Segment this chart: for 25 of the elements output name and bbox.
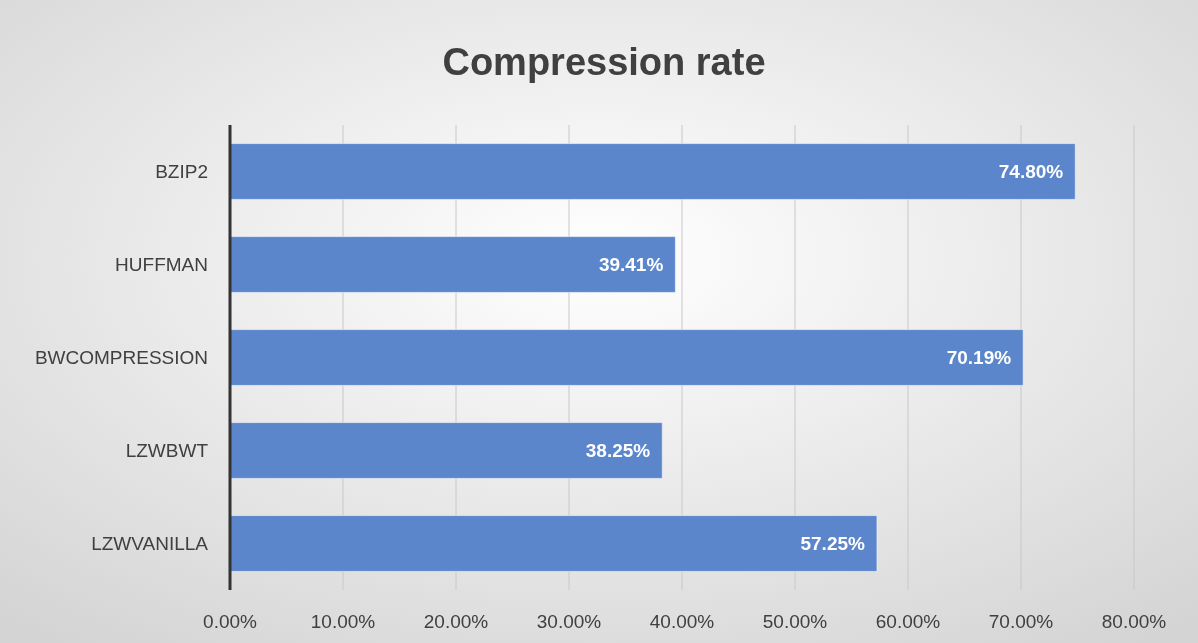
bar bbox=[229, 422, 663, 479]
x-tick-label: 20.00% bbox=[423, 611, 489, 632]
data-label: 70.19% bbox=[946, 347, 1012, 369]
bar bbox=[229, 515, 878, 572]
x-tick-label: 30.00% bbox=[536, 611, 602, 632]
bar bbox=[229, 329, 1024, 386]
x-tick-label: 40.00% bbox=[649, 611, 715, 632]
y-tick-label: LZWVANILLA bbox=[91, 533, 209, 555]
data-label: 57.25% bbox=[800, 533, 866, 555]
y-tick-label: HUFFMAN bbox=[115, 254, 208, 276]
y-tick-label: BZIP2 bbox=[155, 161, 208, 183]
x-tick-label: 60.00% bbox=[875, 611, 941, 632]
data-label: 38.25% bbox=[585, 440, 651, 462]
chart-title: Compression rate bbox=[442, 41, 766, 83]
x-tick-label: 0.00% bbox=[203, 611, 258, 632]
data-label: 39.41% bbox=[598, 254, 664, 276]
bar bbox=[229, 236, 676, 293]
x-tick-label: 80.00% bbox=[1101, 611, 1167, 632]
x-tick-label: 50.00% bbox=[762, 611, 828, 632]
y-tick-label: LZWBWT bbox=[125, 440, 209, 462]
y-tick-label: BWCOMPRESSION bbox=[34, 347, 208, 369]
x-tick-label: 10.00% bbox=[310, 611, 376, 632]
bar bbox=[229, 143, 1076, 200]
x-tick-label: 70.00% bbox=[988, 611, 1054, 632]
data-label: 74.80% bbox=[998, 161, 1064, 183]
